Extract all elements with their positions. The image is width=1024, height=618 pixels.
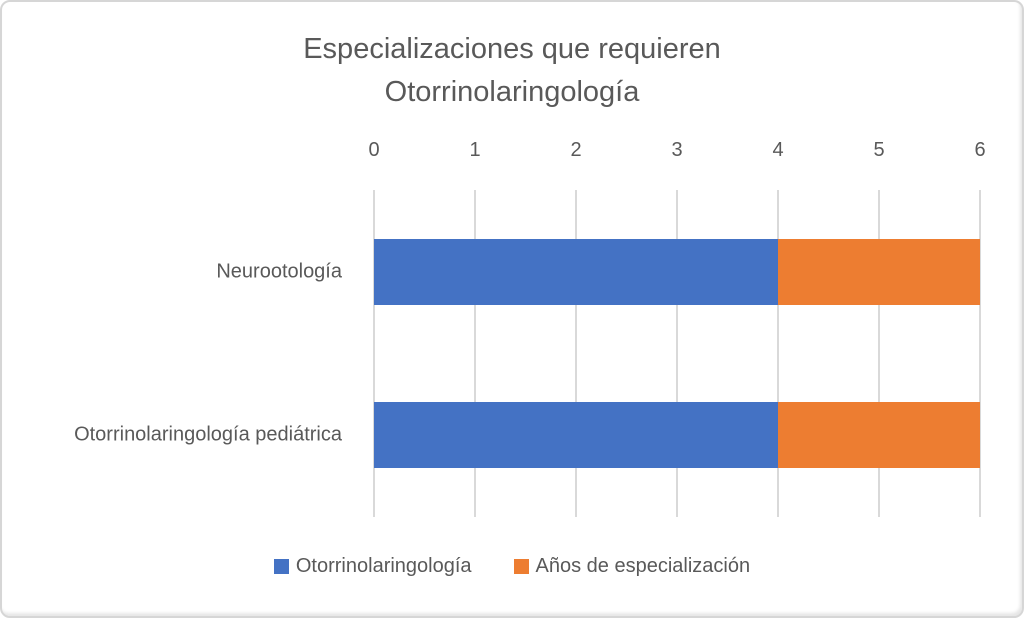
legend-label-otorrinolaringologia: Otorrinolaringología: [295, 555, 472, 577]
gridline: [575, 190, 577, 517]
gridline: [878, 190, 880, 517]
bar-segment-orange-row-2[interactable]: [778, 402, 980, 469]
x-axis: 0 1 2 3 4 5 6: [368, 139, 985, 171]
legend-item-anos-de-especializacion[interactable]: Años de especialización: [513, 555, 751, 578]
gridline: [474, 190, 476, 517]
x-tick-label: 4: [772, 139, 784, 161]
category-label-neurootologia: Neurootología: [216, 260, 342, 283]
x-tick-label: 3: [671, 139, 683, 161]
gridline: [979, 190, 981, 517]
chart-title: Especializaciones que requieren Otorrino…: [303, 33, 721, 108]
legend-label-anos-de-especializacion: Años de especialización: [535, 555, 751, 577]
bar-segment-blue-row-2[interactable]: [374, 402, 778, 469]
x-tick-label: 2: [570, 139, 582, 161]
x-tick-label: 5: [873, 139, 885, 161]
gridline: [777, 190, 779, 517]
bar-segment-blue-row-1[interactable]: [374, 238, 778, 305]
x-tick-label: 0: [368, 139, 380, 161]
gridline: [373, 190, 375, 517]
legend-item-otorrinolaringologia[interactable]: Otorrinolaringología: [273, 555, 472, 578]
category-axis: Neurootología Otorrinolaringología pediá…: [2, 190, 358, 517]
x-tick-label: 6: [974, 139, 986, 161]
legend: Otorrinolaringología Años de especializa…: [2, 555, 1022, 578]
bar-segment-orange-row-1[interactable]: [778, 238, 980, 305]
gridline: [676, 190, 678, 517]
category-label-otorrinolaringologia-pediatrica: Otorrinolaringología pediátrica: [74, 423, 342, 446]
plot-area: [373, 190, 981, 517]
bar-row-2: [374, 402, 980, 469]
bar-row-1: [374, 238, 980, 305]
legend-swatch-blue-icon: [273, 559, 289, 574]
x-tick-label: 1: [469, 139, 481, 161]
legend-swatch-orange-icon: [513, 559, 529, 574]
